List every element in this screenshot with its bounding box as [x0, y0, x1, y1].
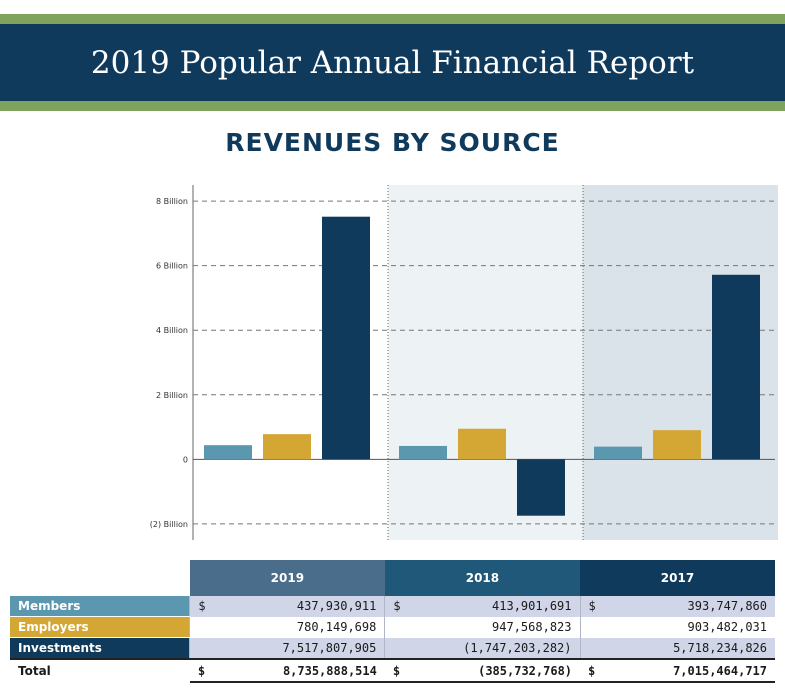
bar-employers-2019 [263, 434, 311, 460]
bottom-accent-band [0, 101, 785, 111]
y-tick-label: 0 [183, 455, 188, 464]
bar-investments-2017 [712, 274, 760, 460]
revenue-bar-chart: 8 Billion 6 Billion 4 Billion 2 Billion 0 (2)… [150, 185, 778, 540]
row-label-investments: Investments [10, 637, 190, 660]
value: 437,930,911 [296, 599, 377, 614]
y-tick-label: (2) Billion [150, 520, 188, 529]
currency-symbol: $ [198, 599, 206, 614]
cell-total-2018: $ (385,732,768) [384, 658, 581, 683]
cell-employers-2019: 780,149,698 [189, 616, 385, 638]
report-banner: 2019 Popular Annual Financial Report [0, 24, 785, 101]
top-accent-band [0, 14, 785, 24]
cell-members-2017: $393,747,860 [579, 596, 775, 617]
bar-members-2017 [594, 446, 642, 460]
value: 8,735,888,514 [282, 663, 377, 678]
table-row-investments: Investments 7,517,807,905 (1,747,203,282… [10, 637, 775, 660]
row-label-total: Total [10, 658, 190, 683]
cell-total-2019: $8,735,888,514 [189, 658, 385, 683]
y-tick-label: 8 Billion [156, 197, 188, 206]
table-row-employers: Employers 780,149,698 947,568,823 903,48… [10, 616, 775, 638]
cell-investments-2018: (1,747,203,282) [384, 637, 581, 659]
bar-employers-2018 [458, 428, 506, 460]
bar-members-2019 [204, 445, 252, 460]
year-header-2018: 2018 [384, 560, 581, 596]
table-header-row: 2019 2018 2017 [10, 560, 775, 596]
cell-members-2019: $437,930,911 [189, 596, 385, 617]
cell-employers-2017: 903,482,031 [579, 616, 775, 638]
bar-employers-2017 [653, 430, 701, 460]
y-tick-label: 4 Billion [156, 326, 188, 335]
y-tick-label: 2 Billion [156, 391, 188, 400]
row-label-employers: Employers [10, 616, 190, 638]
bar-members-2018 [399, 445, 447, 460]
row-label-members: Members [10, 596, 190, 617]
table-row-total: Total $8,735,888,514 $ (385,732,768) $7,0… [10, 658, 775, 683]
value: 393,747,860 [687, 599, 767, 614]
table-corner [10, 560, 190, 596]
currency-symbol: $ [197, 663, 206, 678]
cell-investments-2019: 7,517,807,905 [189, 637, 385, 659]
value: 7,015,464,717 [673, 663, 767, 678]
currency-symbol: $ [392, 663, 401, 678]
y-tick-label: 6 Billion [156, 262, 188, 271]
year-header-2019: 2019 [189, 560, 385, 596]
currency-symbol: $ [588, 599, 596, 614]
cell-members-2018: $413,901,691 [384, 596, 581, 617]
value: (385,732,768) [478, 663, 573, 678]
cell-investments-2017: 5,718,234,826 [579, 637, 775, 659]
cell-employers-2018: 947,568,823 [384, 616, 581, 638]
report-title: 2019 Popular Annual Financial Report [90, 44, 695, 81]
revenue-table: 2019 2018 2017 Members $437,930,911 $413… [10, 560, 775, 683]
bar-investments-2019 [322, 216, 370, 460]
currency-symbol: $ [393, 599, 401, 614]
chart-title: REVENUES BY SOURCE [225, 128, 560, 157]
currency-symbol: $ [588, 663, 596, 678]
cell-total-2017: $7,015,464,717 [580, 658, 775, 683]
value: 413,901,691 [492, 599, 572, 614]
table-row-members: Members $437,930,911 $413,901,691 $393,7… [10, 596, 775, 617]
bar-investments-2018 [517, 459, 565, 516]
year-header-2017: 2017 [580, 560, 775, 596]
